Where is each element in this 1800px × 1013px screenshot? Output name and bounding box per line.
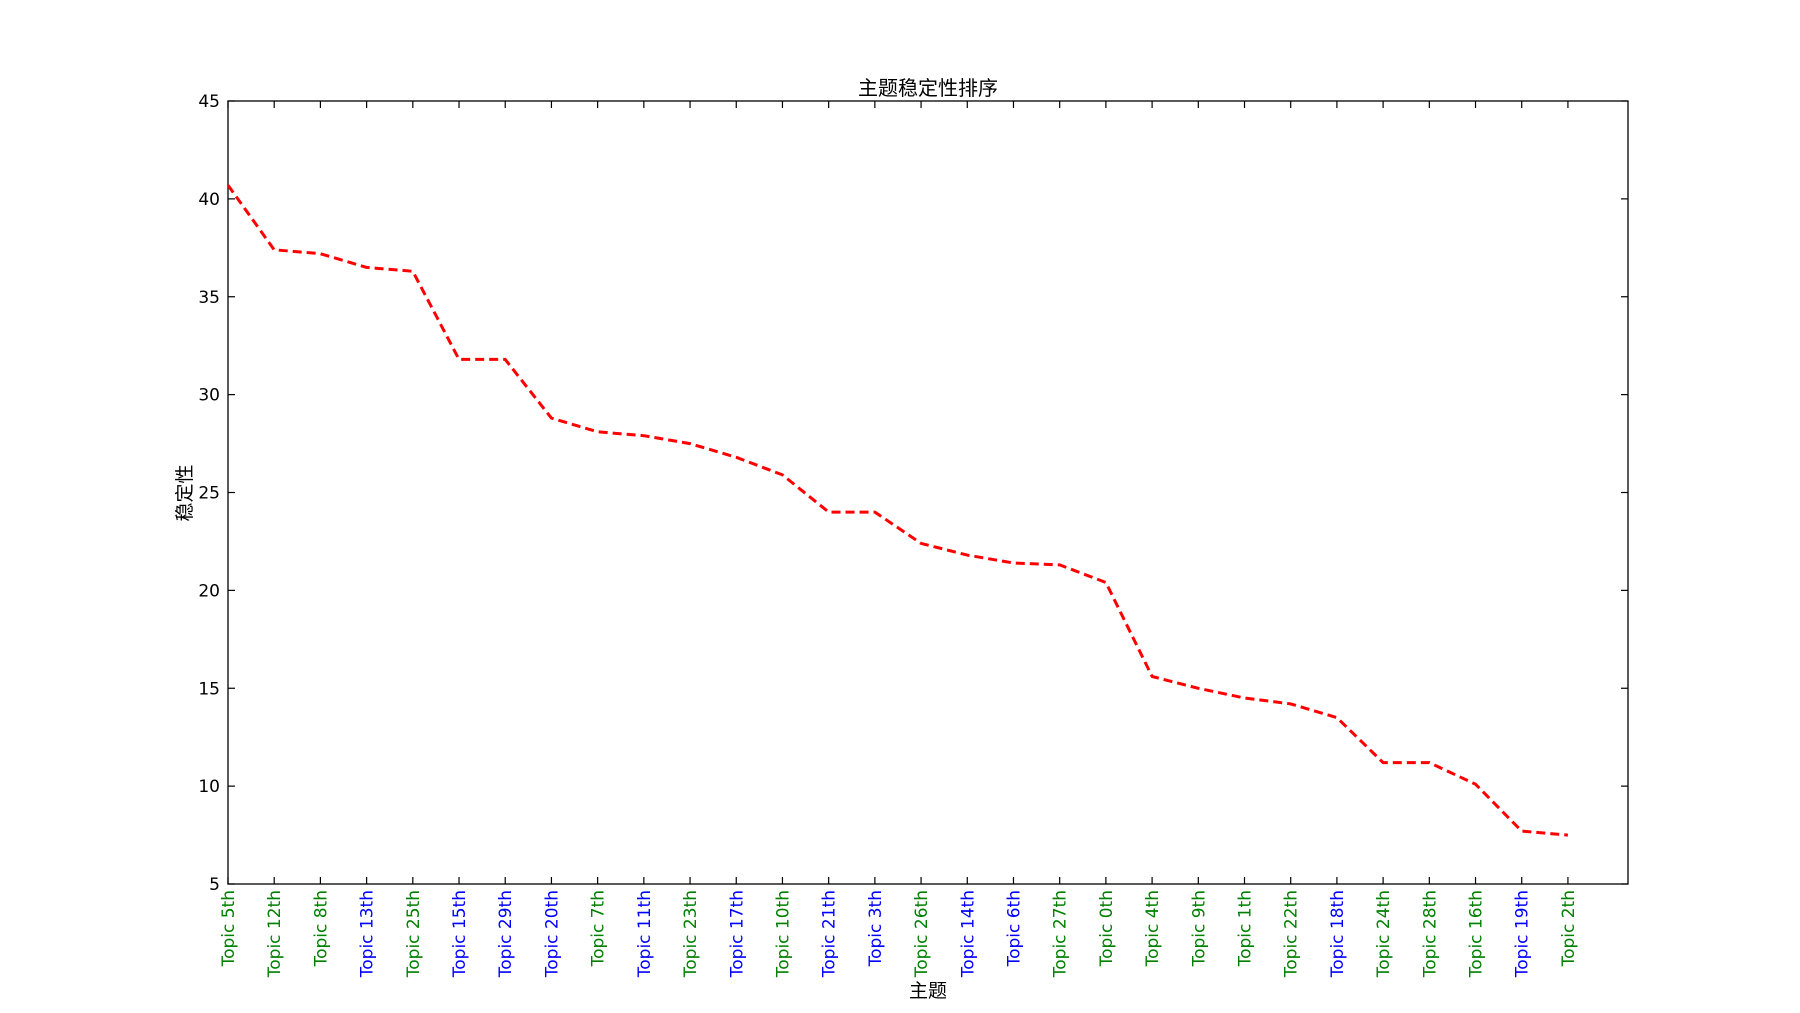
x-tick-label-26: Topic 28th xyxy=(1420,890,1440,978)
y-tick-label-6: 35 xyxy=(198,288,220,308)
y-tick-label-5: 30 xyxy=(198,386,220,406)
data-point-19 xyxy=(1104,581,1108,585)
series-stability xyxy=(226,183,1570,837)
y-tick-label-7: 40 xyxy=(198,190,220,210)
data-point-29 xyxy=(1566,833,1570,837)
x-tick-label-8: Topic 7th xyxy=(589,890,609,967)
data-point-25 xyxy=(1381,761,1385,765)
plot-area xyxy=(227,100,1629,885)
x-tick-label-9: Topic 11th xyxy=(635,890,655,978)
x-tick-label-21: Topic 9th xyxy=(1189,890,1209,967)
data-point-6 xyxy=(503,357,507,361)
y-tick-label-0: 5 xyxy=(209,875,220,895)
data-point-16 xyxy=(965,553,969,557)
data-point-27 xyxy=(1474,782,1478,786)
x-tick-label-11: Topic 17th xyxy=(727,890,747,978)
data-point-24 xyxy=(1335,716,1339,720)
data-point-12 xyxy=(780,473,784,477)
data-point-14 xyxy=(873,510,877,514)
x-tick-label-18: Topic 27th xyxy=(1051,890,1071,978)
x-axis-title: 主题 xyxy=(909,980,947,1002)
x-tick-label-17: Topic 6th xyxy=(1004,890,1024,967)
data-point-1 xyxy=(272,248,276,252)
x-tick-label-25: Topic 24th xyxy=(1374,890,1394,978)
x-tick-label-14: Topic 3th xyxy=(866,890,886,967)
series-line xyxy=(226,184,1569,837)
x-tick-label-22: Topic 1th xyxy=(1236,890,1256,967)
x-axis: Topic 5th Topic 12th Topic 8th Topic 13th To… xyxy=(219,101,1579,978)
y-tick-label-1: 10 xyxy=(198,777,220,797)
x-tick-label-5: Topic 15th xyxy=(450,890,470,978)
plot-frame xyxy=(227,100,1629,885)
x-tick-label-7: Topic 20th xyxy=(542,890,562,978)
x-tick-label-29: Topic 2th xyxy=(1559,890,1579,967)
x-tick-label-28: Topic 19th xyxy=(1513,890,1533,978)
data-point-11 xyxy=(734,455,738,459)
data-point-13 xyxy=(827,510,831,514)
x-tick-label-27: Topic 16th xyxy=(1467,890,1487,978)
x-tick-label-0: Topic 5th xyxy=(219,890,239,967)
data-point-18 xyxy=(1058,563,1062,567)
y-axis: 5 10 15 20 25 30 35 40 45 xyxy=(198,92,1628,895)
data-point-8 xyxy=(596,430,600,434)
x-tick-label-23: Topic 22th xyxy=(1282,890,1302,978)
x-tick-label-6: Topic 29th xyxy=(496,890,516,978)
data-point-2 xyxy=(318,252,322,256)
x-tick-label-3: Topic 13th xyxy=(358,890,378,978)
x-tick-label-16: Topic 14th xyxy=(958,890,978,978)
data-point-26 xyxy=(1427,761,1431,765)
x-tick-label-1: Topic 12th xyxy=(265,890,285,978)
x-tick-label-10: Topic 23th xyxy=(681,890,701,978)
data-point-21 xyxy=(1196,686,1200,690)
x-tick-label-24: Topic 18th xyxy=(1328,890,1348,978)
data-point-7 xyxy=(549,416,553,420)
data-point-22 xyxy=(1243,696,1247,700)
y-axis-title: 稳定性 xyxy=(174,464,196,521)
data-point-0 xyxy=(226,183,230,187)
data-point-9 xyxy=(642,434,646,438)
x-tick-label-4: Topic 25th xyxy=(404,890,424,978)
x-tick-label-20: Topic 4th xyxy=(1143,890,1163,967)
x-tick-label-13: Topic 21th xyxy=(820,890,840,978)
y-tick-label-4: 25 xyxy=(198,484,220,504)
data-point-10 xyxy=(688,442,692,446)
data-point-4 xyxy=(411,269,415,273)
data-point-20 xyxy=(1150,675,1154,679)
data-point-28 xyxy=(1520,829,1524,833)
chart-title: 主题稳定性排序 xyxy=(858,76,998,100)
x-tick-label-15: Topic 26th xyxy=(912,890,932,978)
x-tick-label-2: Topic 8th xyxy=(311,890,331,967)
x-tick-label-19: Topic 0th xyxy=(1097,890,1117,967)
data-point-17 xyxy=(1011,561,1015,565)
y-tick-label-8: 45 xyxy=(198,92,220,112)
data-point-15 xyxy=(919,541,923,545)
y-tick-label-3: 20 xyxy=(198,581,220,601)
y-tick-label-2: 15 xyxy=(198,679,220,699)
data-point-5 xyxy=(457,357,461,361)
data-point-23 xyxy=(1289,702,1293,706)
data-point-3 xyxy=(365,265,369,269)
x-tick-label-12: Topic 10th xyxy=(773,890,793,978)
